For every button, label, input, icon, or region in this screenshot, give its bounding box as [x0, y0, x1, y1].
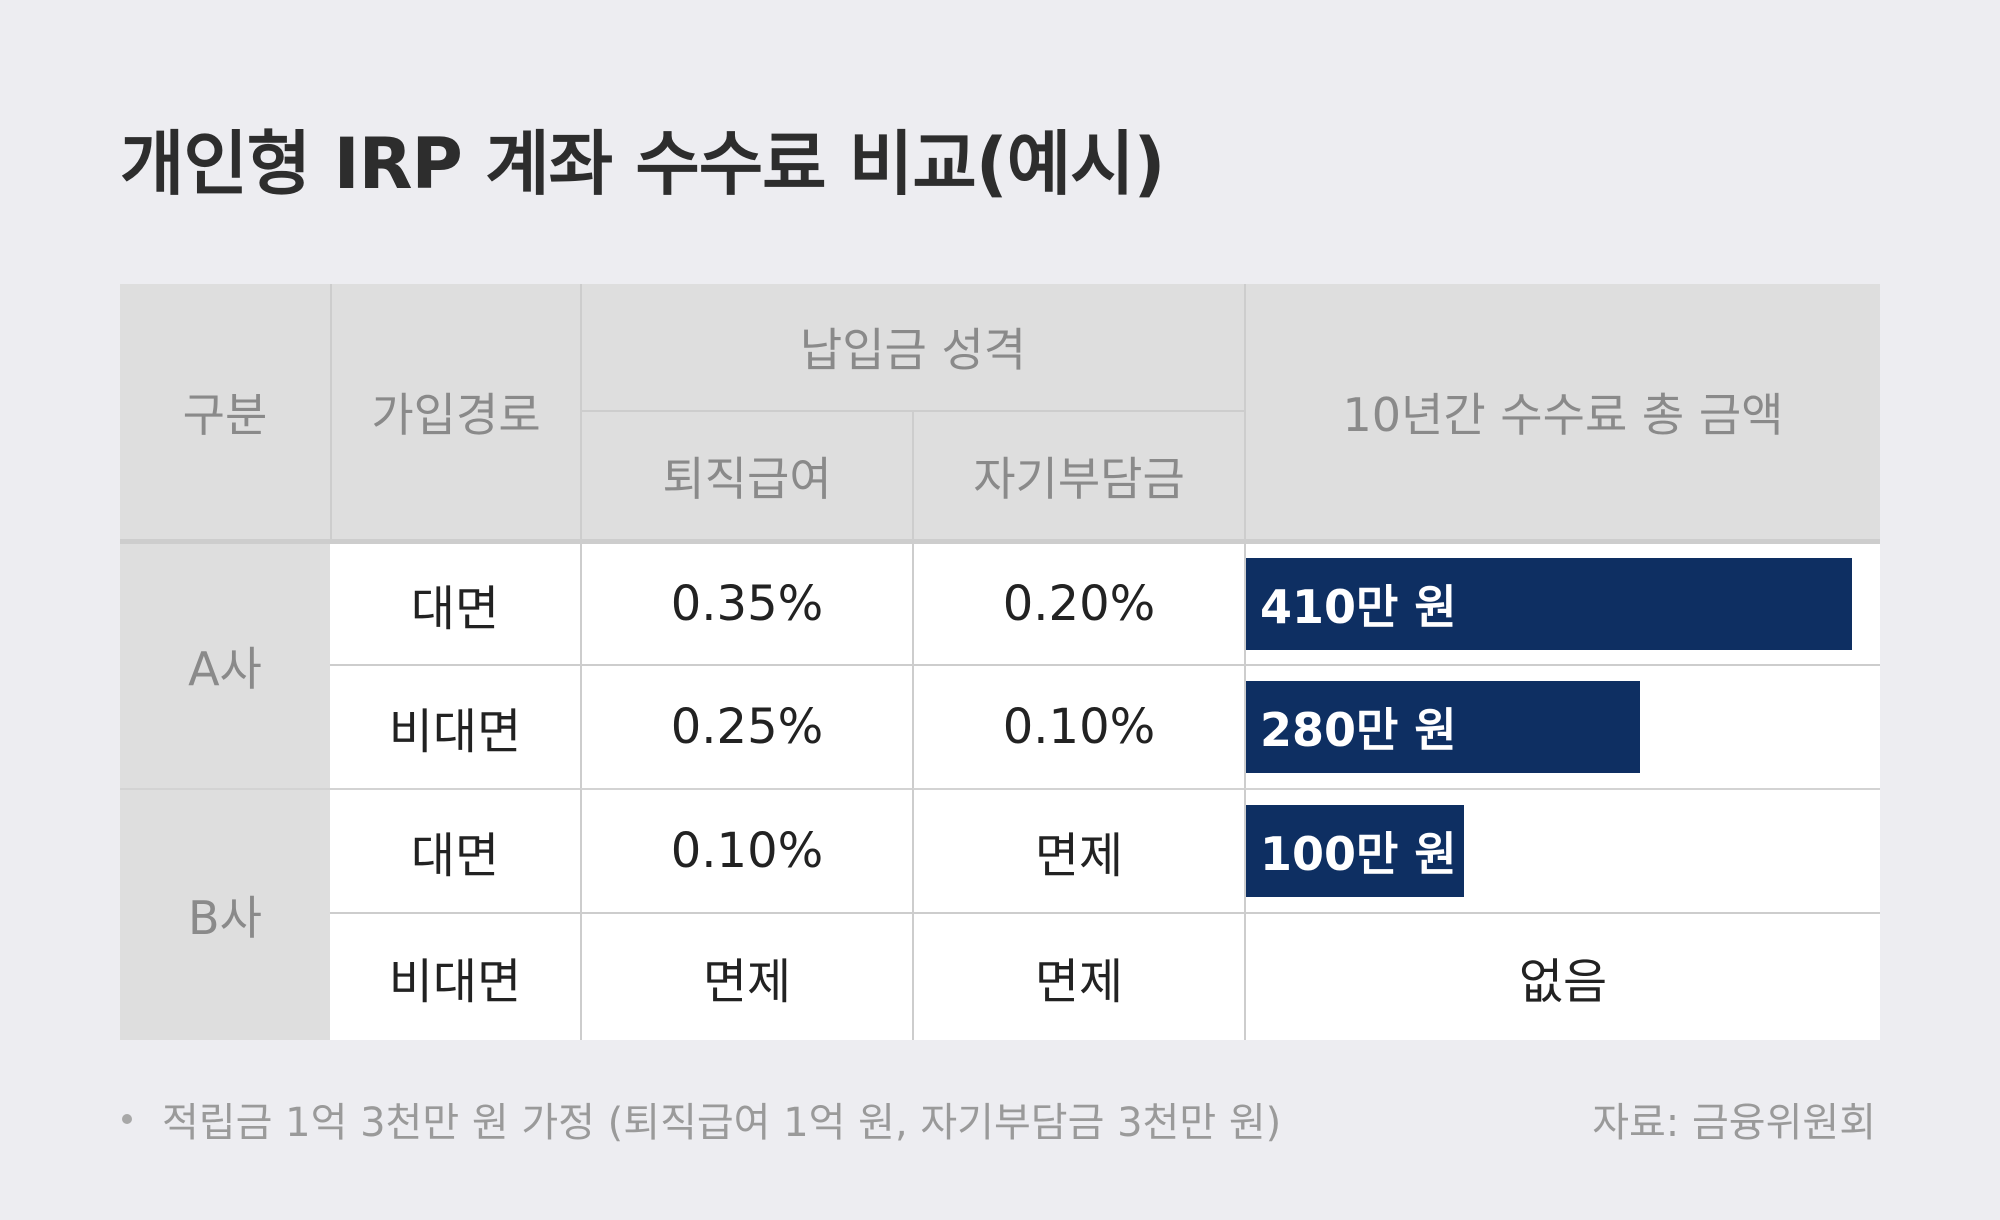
- header-channel: 가입경로: [330, 284, 580, 539]
- row-3-retirement-pay: 면제: [580, 912, 912, 1040]
- row-1-channel: 비대면: [330, 664, 580, 788]
- row-3-fee-cell: 없음: [1244, 912, 1880, 1040]
- row-1-fee-cell: 280만 원: [1244, 664, 1880, 788]
- row-2-channel: 대면: [330, 788, 580, 912]
- row-1-retirement-pay: 0.25%: [580, 664, 912, 788]
- row-1-fee-label: 280만 원: [1260, 703, 1457, 757]
- fee-comparison-table: 구분 가입경로 납입금 성격 10년간 수수료 총 금액 퇴직급여 자기부담금 …: [120, 284, 1880, 1040]
- header-contribution-group: 납입금 성격: [580, 284, 1244, 410]
- header-category: 구분: [120, 284, 330, 539]
- row-2-fee-bar: 100만 원: [1246, 805, 1464, 897]
- row-1-self-paid: 0.10%: [912, 664, 1244, 788]
- row-2-fee-label: 100만 원: [1260, 827, 1457, 881]
- group-label-b: B사: [120, 788, 330, 1040]
- row-2-self-paid: 면제: [912, 788, 1244, 912]
- footnote: 적립금 1억 3천만 원 가정 (퇴직급여 1억 원, 자기부담금 3천만 원): [120, 1090, 1281, 1148]
- row-0-fee-bar: 410만 원: [1246, 558, 1852, 650]
- header-retirement-pay: 퇴직급여: [580, 410, 912, 539]
- group-label-a: A사: [120, 539, 330, 788]
- row-2-fee-cell: 100만 원: [1244, 788, 1880, 912]
- footnote-text: 적립금 1억 3천만 원 가정 (퇴직급여 1억 원, 자기부담금 3천만 원): [162, 1100, 1282, 1146]
- row-0-retirement-pay: 0.35%: [580, 539, 912, 664]
- row-0-channel: 대면: [330, 539, 580, 664]
- row-3-channel: 비대면: [330, 912, 580, 1040]
- row-0-self-paid: 0.20%: [912, 539, 1244, 664]
- source-note: 자료: 금융위원회: [1592, 1100, 1876, 1146]
- row-0-fee-label: 410만 원: [1260, 580, 1457, 634]
- row-3-self-paid: 면제: [912, 912, 1244, 1040]
- row-0-fee-cell: 410만 원: [1244, 539, 1880, 664]
- page-title: 개인형 IRP 계좌 수수료 비교(예시): [120, 123, 1166, 205]
- header-self-paid: 자기부담금: [912, 410, 1244, 539]
- row-1-fee-bar: 280만 원: [1246, 681, 1640, 773]
- row-2-retirement-pay: 0.10%: [580, 788, 912, 912]
- header-total-fee: 10년간 수수료 총 금액: [1244, 284, 1880, 539]
- bullet-icon: [122, 1114, 132, 1124]
